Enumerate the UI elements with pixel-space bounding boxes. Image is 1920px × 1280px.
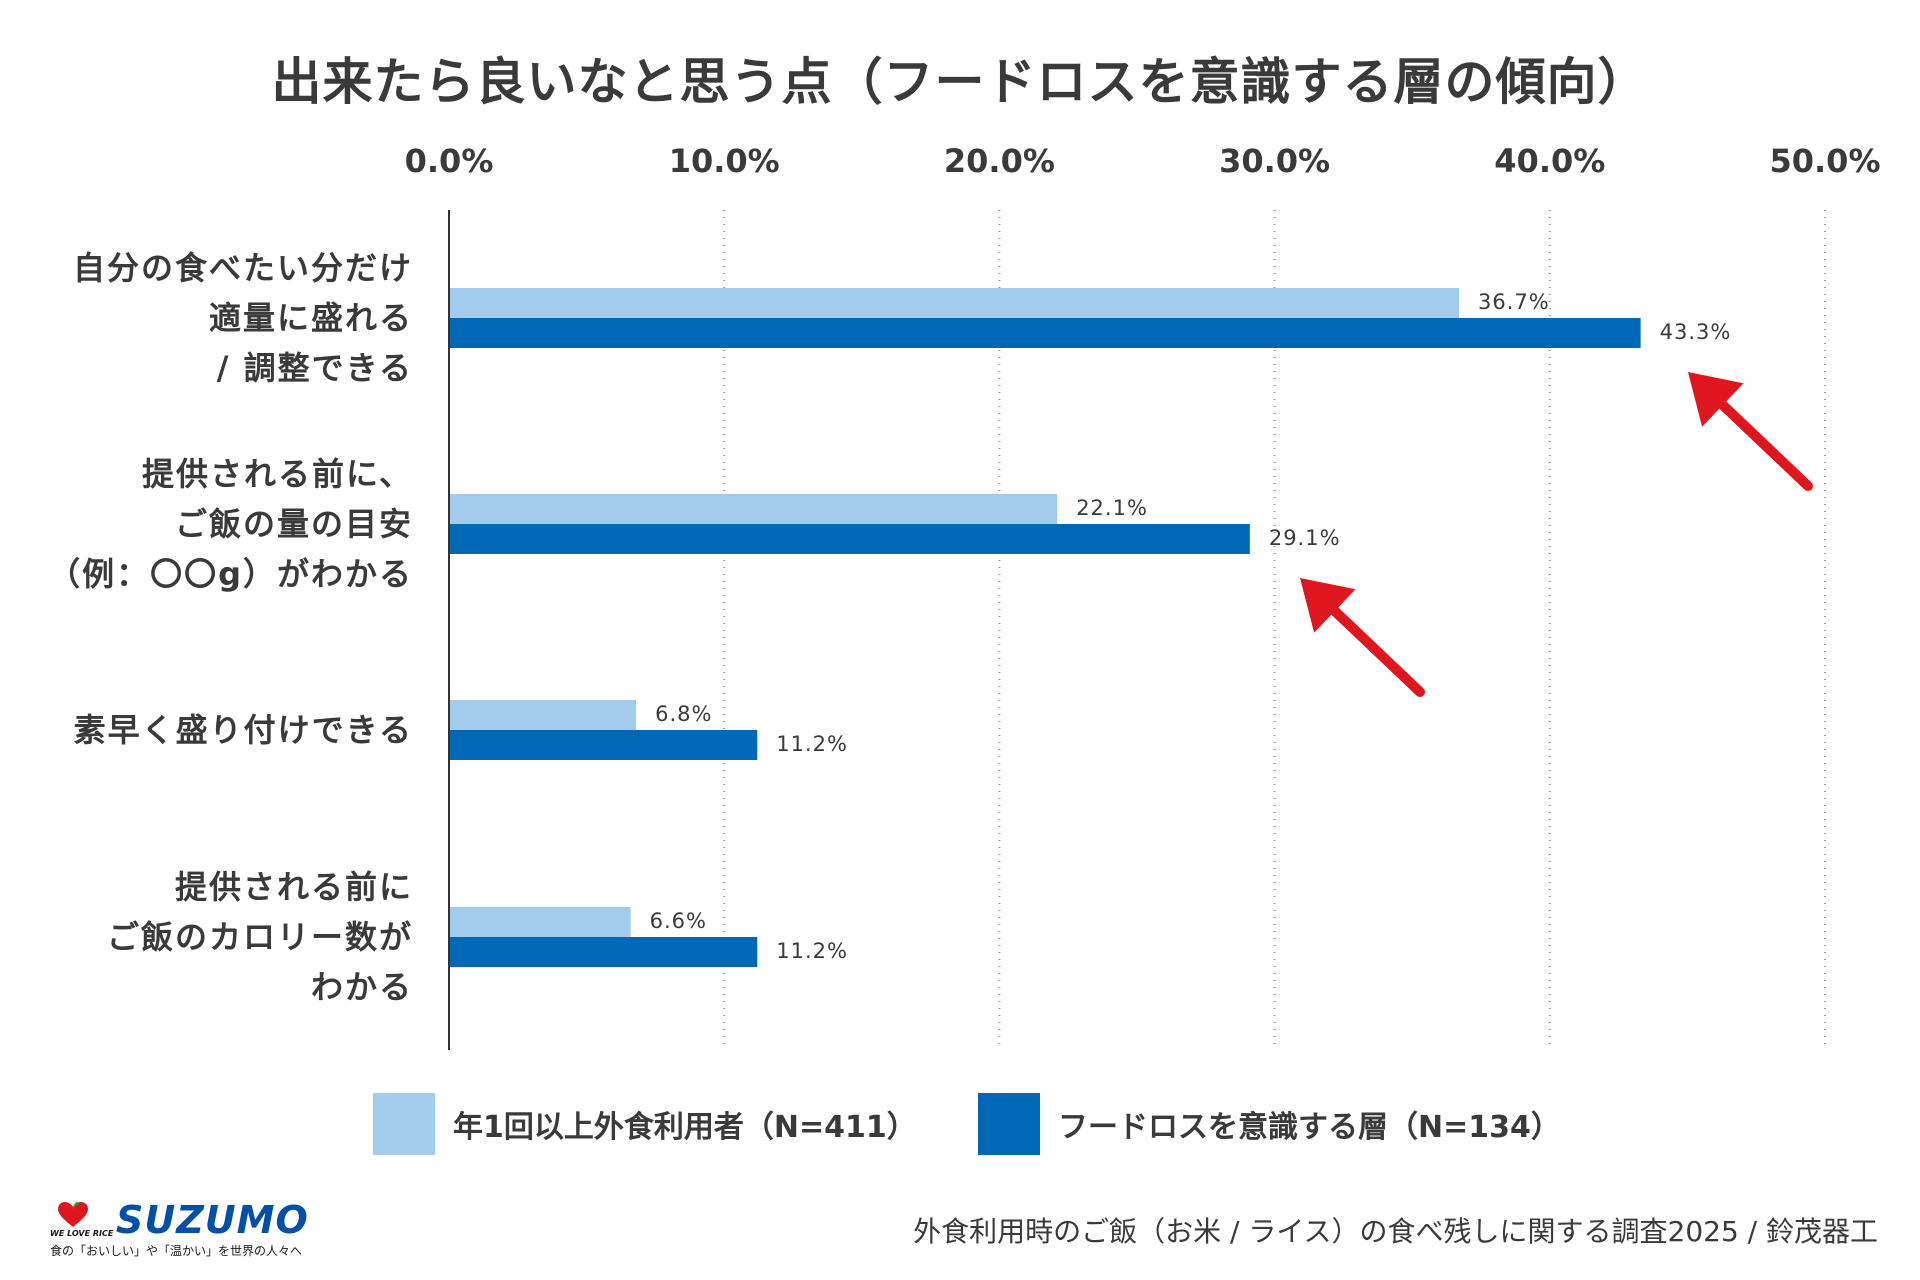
red-arrow (1300, 578, 1425, 697)
arrow-head (1688, 372, 1744, 427)
arrow-shaft (1713, 395, 1813, 491)
bar (449, 937, 758, 967)
bar (449, 907, 631, 937)
bar-chart: 0.0% 10.0% 20.0% 30.0% 40.0% 50.0% 36.7% 43.3%… (48, 142, 1881, 1050)
x-tick-label: 30.0% (1219, 142, 1330, 180)
category-label: 提供される前に、 (142, 455, 413, 493)
x-tick-label: 40.0% (1494, 142, 1605, 180)
category-label: 提供される前に (175, 868, 413, 906)
legend-item-food-loss: フードロスを意識する層（N=134） (978, 1093, 1561, 1155)
x-tick-label: 20.0% (944, 142, 1055, 180)
logo-tagline: 食の「おいしい」や「温かい」を世界の人々へ (50, 1244, 303, 1258)
category-label: 自分の食べたい分だけ (73, 249, 413, 287)
category-label: 適量に盛れる (209, 299, 413, 337)
legend-label-all-users: 年1回以上外食利用者（N=411） (453, 1110, 917, 1145)
data-label: 22.1% (1076, 496, 1148, 520)
legend-label-food-loss: フードロスを意識する層（N=134） (1058, 1110, 1561, 1145)
data-label: 6.8% (655, 702, 712, 726)
data-label: 36.7% (1478, 290, 1550, 314)
legend-swatch-food-loss (978, 1093, 1040, 1155)
category-label: 素早く盛り付けできる (74, 711, 413, 749)
arrow-head (1300, 578, 1356, 633)
logo-sub: WE LOVE RICE (50, 1229, 114, 1238)
bar (449, 318, 1641, 348)
data-label: 11.2% (776, 939, 848, 963)
legend-item-all-users: 年1回以上外食利用者（N=411） (373, 1093, 917, 1155)
chart-title: 出来たら良いなと思う点（フードロスを意識する層の傾向） (271, 53, 1649, 111)
x-tick-label: 10.0% (669, 142, 780, 180)
category-label: ご飯の量の目安 (175, 505, 413, 543)
suzumo-logo: WE LOVE RICE SUZUMO 食の「おいしい」や「温かい」を世界の人々… (48, 1198, 309, 1260)
data-label: 43.3% (1660, 320, 1732, 344)
source-note: 外食利用時のご飯（お米 / ライス）の食べ残しに関する調査2025 / 鈴茂器工 (913, 1215, 1878, 1248)
category-label: ご飯のカロリー数が (107, 918, 413, 956)
data-label: 29.1% (1269, 526, 1341, 550)
x-tick-label: 0.0% (405, 142, 494, 180)
x-tick-label: 50.0% (1769, 142, 1880, 180)
red-arrow (1688, 372, 1813, 491)
category-label: わかる (311, 968, 413, 1006)
bar (449, 288, 1459, 318)
category-label: （例：〇〇g）がわかる (48, 555, 413, 593)
logo-wordmark: SUZUMO (116, 1198, 309, 1242)
bar (449, 494, 1058, 524)
category-label: / 調整できる (217, 349, 413, 387)
arrow-shaft (1325, 601, 1425, 697)
heart-icon (58, 1202, 88, 1227)
data-label: 6.6% (650, 909, 707, 933)
legend-swatch-all-users (373, 1093, 435, 1155)
bar (449, 730, 758, 760)
bar (449, 524, 1250, 554)
data-label: 11.2% (776, 732, 848, 756)
bar (449, 700, 637, 730)
